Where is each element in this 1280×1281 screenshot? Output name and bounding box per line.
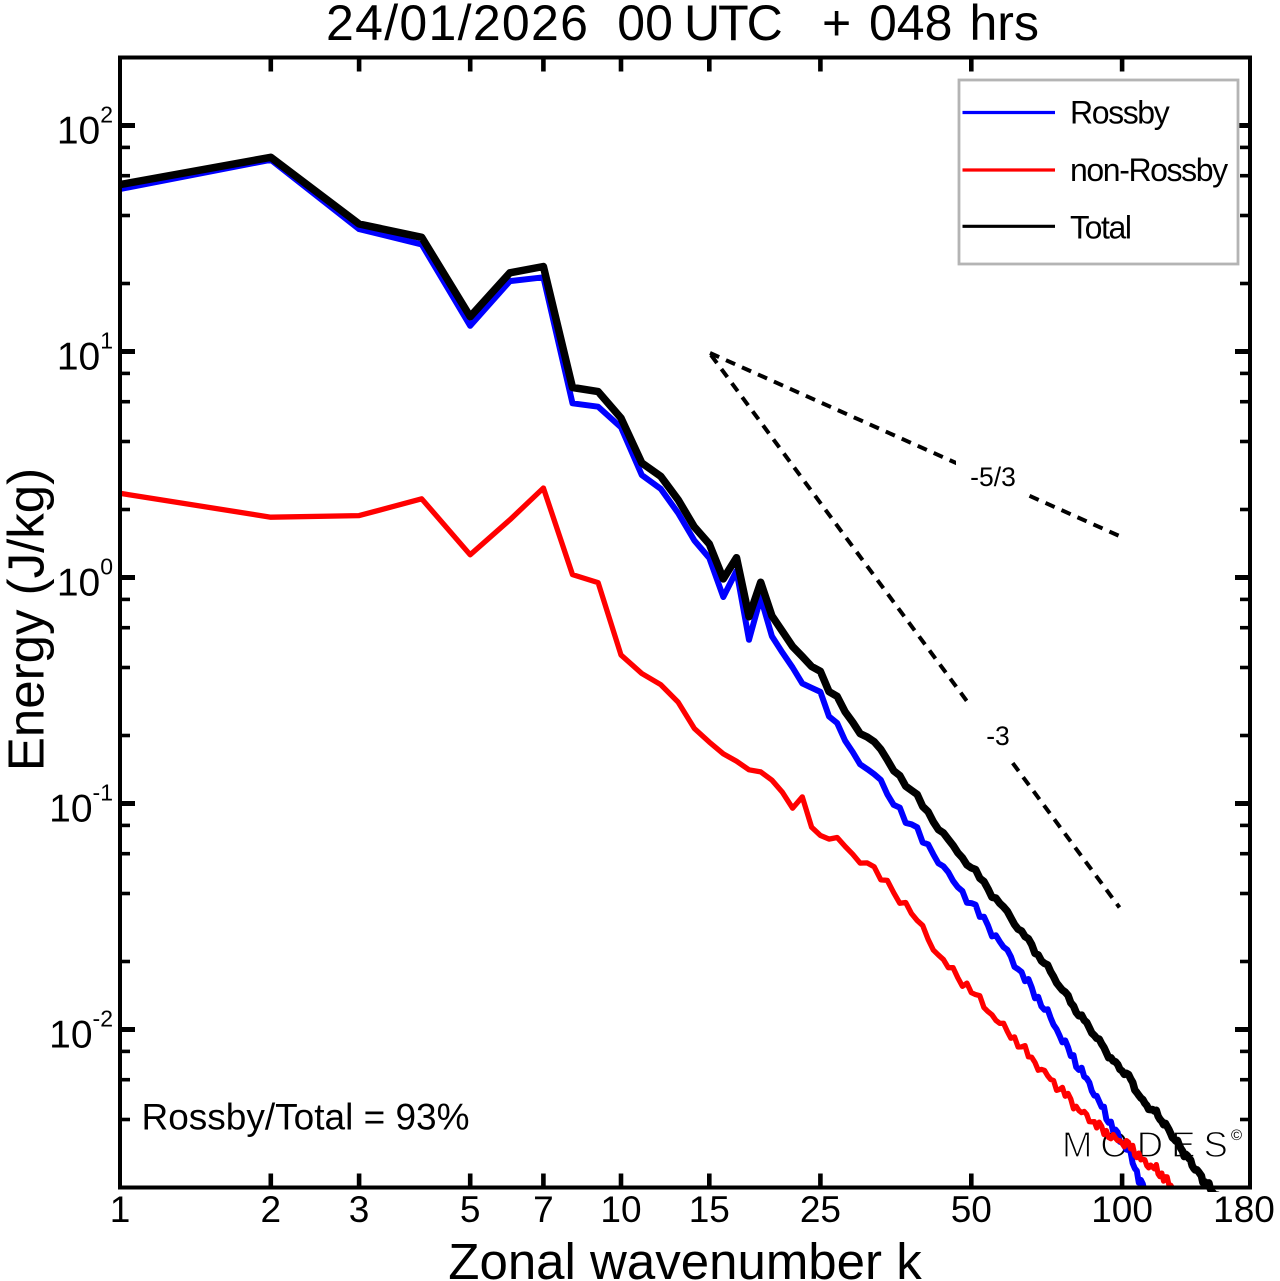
svg-text:50: 50 [951, 1189, 992, 1230]
svg-text:25: 25 [800, 1189, 841, 1230]
svg-text:-3: -3 [986, 721, 1010, 751]
svg-text:Energy (J/kg): Energy (J/kg) [0, 468, 55, 771]
svg-text:2: 2 [261, 1189, 282, 1230]
svg-text:10: 10 [600, 1189, 641, 1230]
svg-text:5: 5 [460, 1189, 481, 1230]
svg-text:Rossby/Total = 93%: Rossby/Total = 93% [142, 1097, 470, 1138]
svg-text:10-2: 10-2 [49, 1006, 113, 1057]
svg-text:non-Rossby: non-Rossby [1070, 152, 1228, 188]
svg-text:100: 100 [1091, 1189, 1153, 1230]
svg-text:180: 180 [1213, 1189, 1275, 1230]
svg-text:3: 3 [349, 1189, 370, 1230]
svg-text:MODES: MODES [1062, 1124, 1236, 1165]
svg-text:7: 7 [533, 1189, 554, 1230]
svg-text:15: 15 [689, 1189, 730, 1230]
svg-text:Total: Total [1070, 209, 1131, 245]
svg-text:Zonal wavenumber k: Zonal wavenumber k [448, 1233, 922, 1281]
svg-text:-5/3: -5/3 [970, 462, 1016, 492]
svg-text:1: 1 [110, 1189, 131, 1230]
svg-text:Rossby: Rossby [1070, 95, 1170, 131]
svg-text:©: © [1231, 1127, 1242, 1144]
